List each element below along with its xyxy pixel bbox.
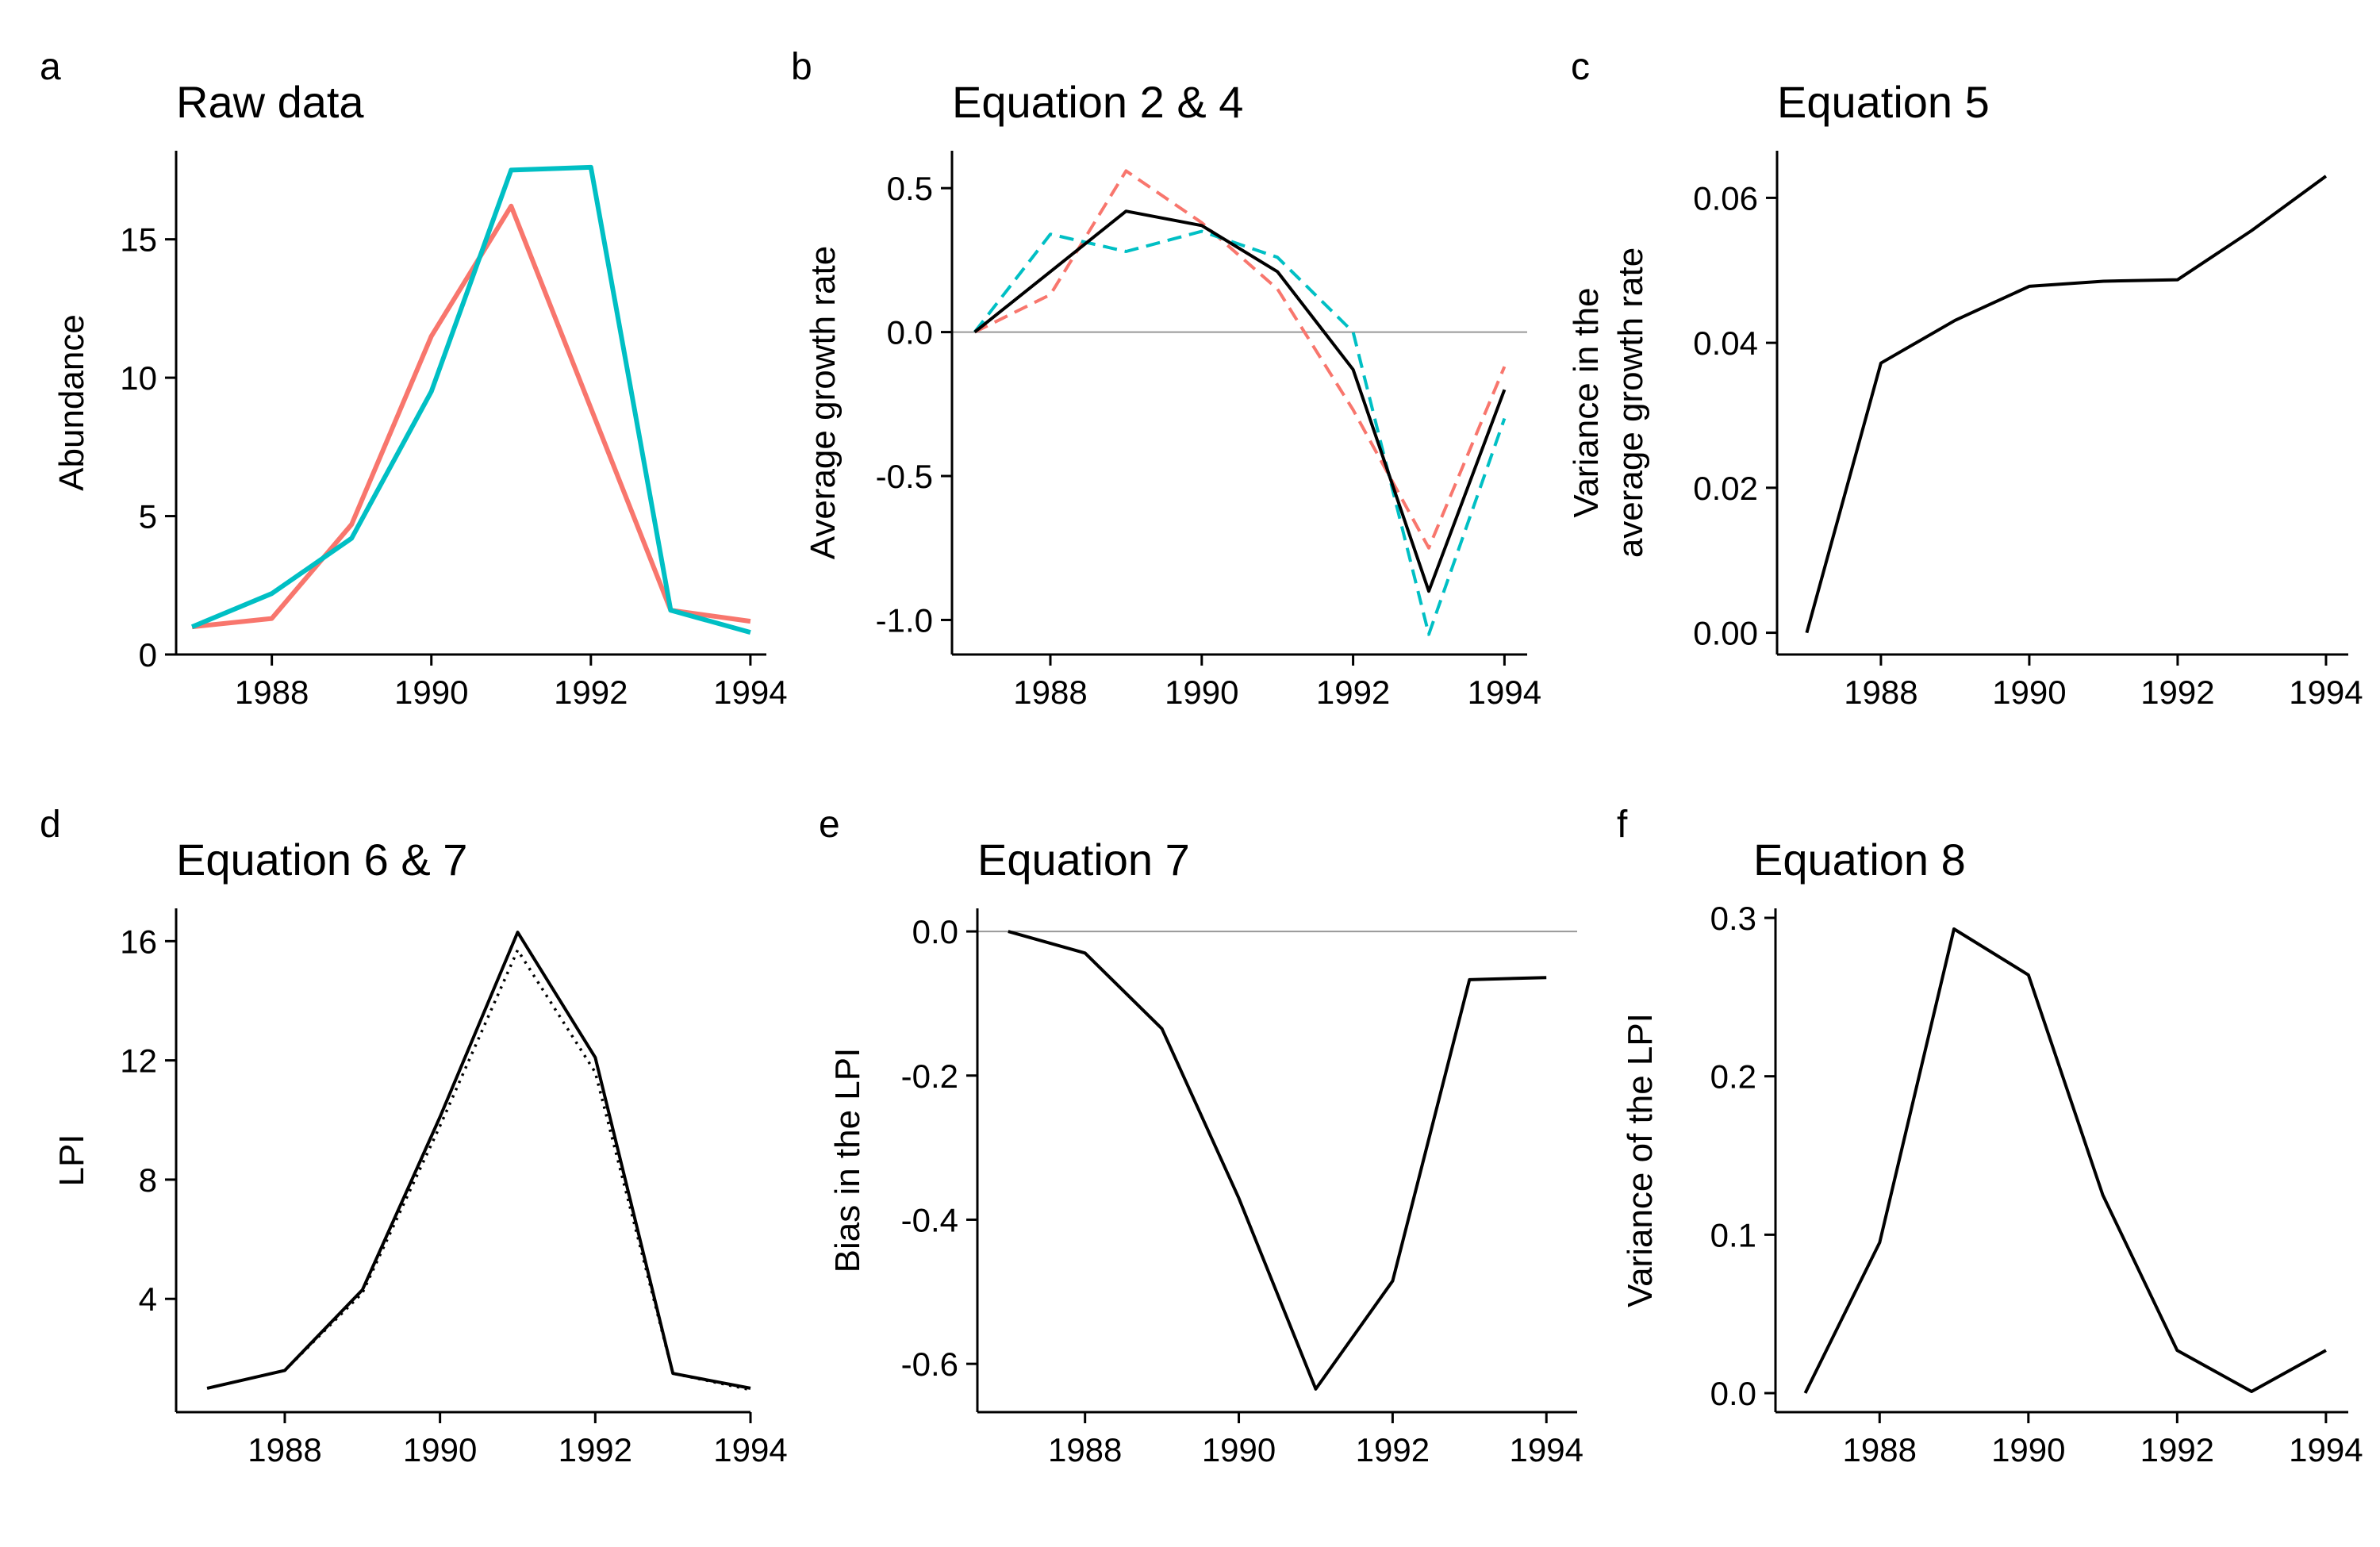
x-tick-label: 1988 (1843, 1431, 1917, 1468)
panel-f: f Equation 8 1988 1990 1992 1994 0.0 0.1 0.2 0.3 V… (1617, 804, 2363, 1468)
panel-title: Equation 7 (977, 835, 1190, 885)
x-tick-label: 1992 (559, 1431, 632, 1468)
y-tick-label: 0.1 (1710, 1216, 1756, 1253)
y-tick-label: 0.0 (1710, 1375, 1756, 1412)
x-tick-label: 1994 (1468, 674, 1541, 711)
y-tick-label: -1.0 (876, 601, 933, 639)
y-axis-label: average growth rate (1611, 248, 1650, 558)
x-tick-label: 1994 (1510, 1431, 1583, 1468)
series-line-1 (206, 948, 751, 1392)
y-tick-label: 0.5 (887, 170, 933, 207)
y-tick-label: -0.2 (901, 1058, 958, 1095)
y-tick-label: 0 (139, 636, 157, 674)
y-axis-label: Bias in the LPI (828, 1048, 867, 1273)
panel-title: Raw data (176, 77, 364, 127)
x-tick-label: 1994 (713, 1431, 787, 1468)
x-tick-label: 1988 (235, 674, 309, 711)
panel-letter: d (40, 804, 61, 846)
y-tick-label: 0.3 (1710, 900, 1756, 937)
y-tick-label: 0.0 (912, 913, 958, 950)
y-tick-label: 4 (139, 1280, 157, 1318)
y-tick-label: 0.02 (1693, 470, 1758, 507)
x-tick-label: 1988 (1013, 674, 1087, 711)
y-tick-label: 0.2 (1710, 1058, 1756, 1096)
x-tick-label: 1990 (1991, 1431, 2065, 1468)
panel-b: b Equation 2 & 4 1988 1990 1992 1994 -1.0 -0.5 0… (791, 46, 1541, 711)
panel-letter: f (1617, 804, 1628, 846)
panel-title: Equation 5 (1777, 77, 1990, 127)
y-axis-label: Average growth rate (804, 246, 843, 559)
x-tick-label: 1990 (1992, 674, 2066, 711)
panel-title: Equation 8 (1753, 835, 1966, 885)
x-tick-label: 1990 (394, 674, 468, 711)
x-tick-label: 1994 (2289, 1431, 2363, 1468)
y-tick-label: 15 (120, 221, 157, 259)
x-tick-label: 1992 (2140, 674, 2214, 711)
x-tick-label: 1994 (2289, 674, 2363, 711)
y-tick-label: 5 (139, 498, 157, 536)
y-axis-label: LPI (52, 1134, 91, 1186)
y-tick-label: 0.00 (1693, 615, 1758, 652)
y-tick-label: -0.6 (901, 1345, 958, 1383)
panel-e: e Equation 7 1988 1990 1992 1994 -0.6 -0.4 -0.2 0… (819, 804, 1583, 1468)
series-line-1 (1803, 927, 2327, 1394)
x-tick-label: 1988 (1844, 674, 1917, 711)
y-tick-label: 12 (120, 1042, 157, 1080)
y-tick-label: 10 (120, 359, 157, 397)
panel-letter: b (791, 46, 812, 88)
x-tick-label: 1988 (1048, 1431, 1122, 1468)
x-tick-label: 1992 (2140, 1431, 2214, 1468)
series-line-1 (973, 169, 1507, 550)
y-axis-label: Variance of the LPI (1621, 1013, 1660, 1307)
x-tick-label: 1992 (1316, 674, 1390, 711)
series-line-1 (191, 203, 751, 630)
panel-c: c Equation 5 1988 1990 1992 1994 0.00 0.02 0.04 0… (1567, 46, 2363, 711)
series-line-2 (206, 931, 751, 1390)
series-line-2 (190, 164, 751, 635)
y-tick-label: -0.4 (901, 1201, 958, 1238)
x-tick-label: 1992 (1356, 1431, 1430, 1468)
x-tick-label: 1988 (248, 1431, 321, 1468)
x-tick-label: 1990 (1165, 674, 1238, 711)
panel-title: Equation 2 & 4 (952, 77, 1243, 127)
y-tick-label: 16 (120, 923, 157, 960)
panel-letter: a (40, 46, 61, 88)
panel-title: Equation 6 & 7 (176, 835, 467, 885)
x-tick-label: 1990 (403, 1431, 477, 1468)
y-tick-label: 0.06 (1693, 179, 1758, 217)
series-line-3 (973, 209, 1507, 593)
panel-a: a Raw data 1988 1990 1992 1994 0 5 10 15 Abundance (40, 46, 788, 711)
panel-d: d Equation 6 & 7 1988 1990 1992 1994 4 8 12 16 LPI (40, 804, 788, 1468)
y-tick-label: -0.5 (876, 458, 933, 495)
series-line-1 (1805, 175, 2328, 634)
y-axis-label: Variance in the (1567, 287, 1606, 517)
y-tick-label: 0.04 (1693, 324, 1758, 362)
y-tick-label: 0.0 (887, 314, 933, 351)
y-tick-label: 8 (139, 1161, 157, 1199)
x-tick-label: 1990 (1202, 1431, 1276, 1468)
x-tick-label: 1994 (713, 674, 787, 711)
panel-letter: c (1571, 46, 1590, 88)
series-line-2 (973, 229, 1507, 636)
series-line-1 (1008, 930, 1547, 1391)
y-axis-label: Abundance (52, 314, 91, 491)
x-tick-label: 1992 (554, 674, 628, 711)
panel-letter: e (819, 804, 840, 846)
